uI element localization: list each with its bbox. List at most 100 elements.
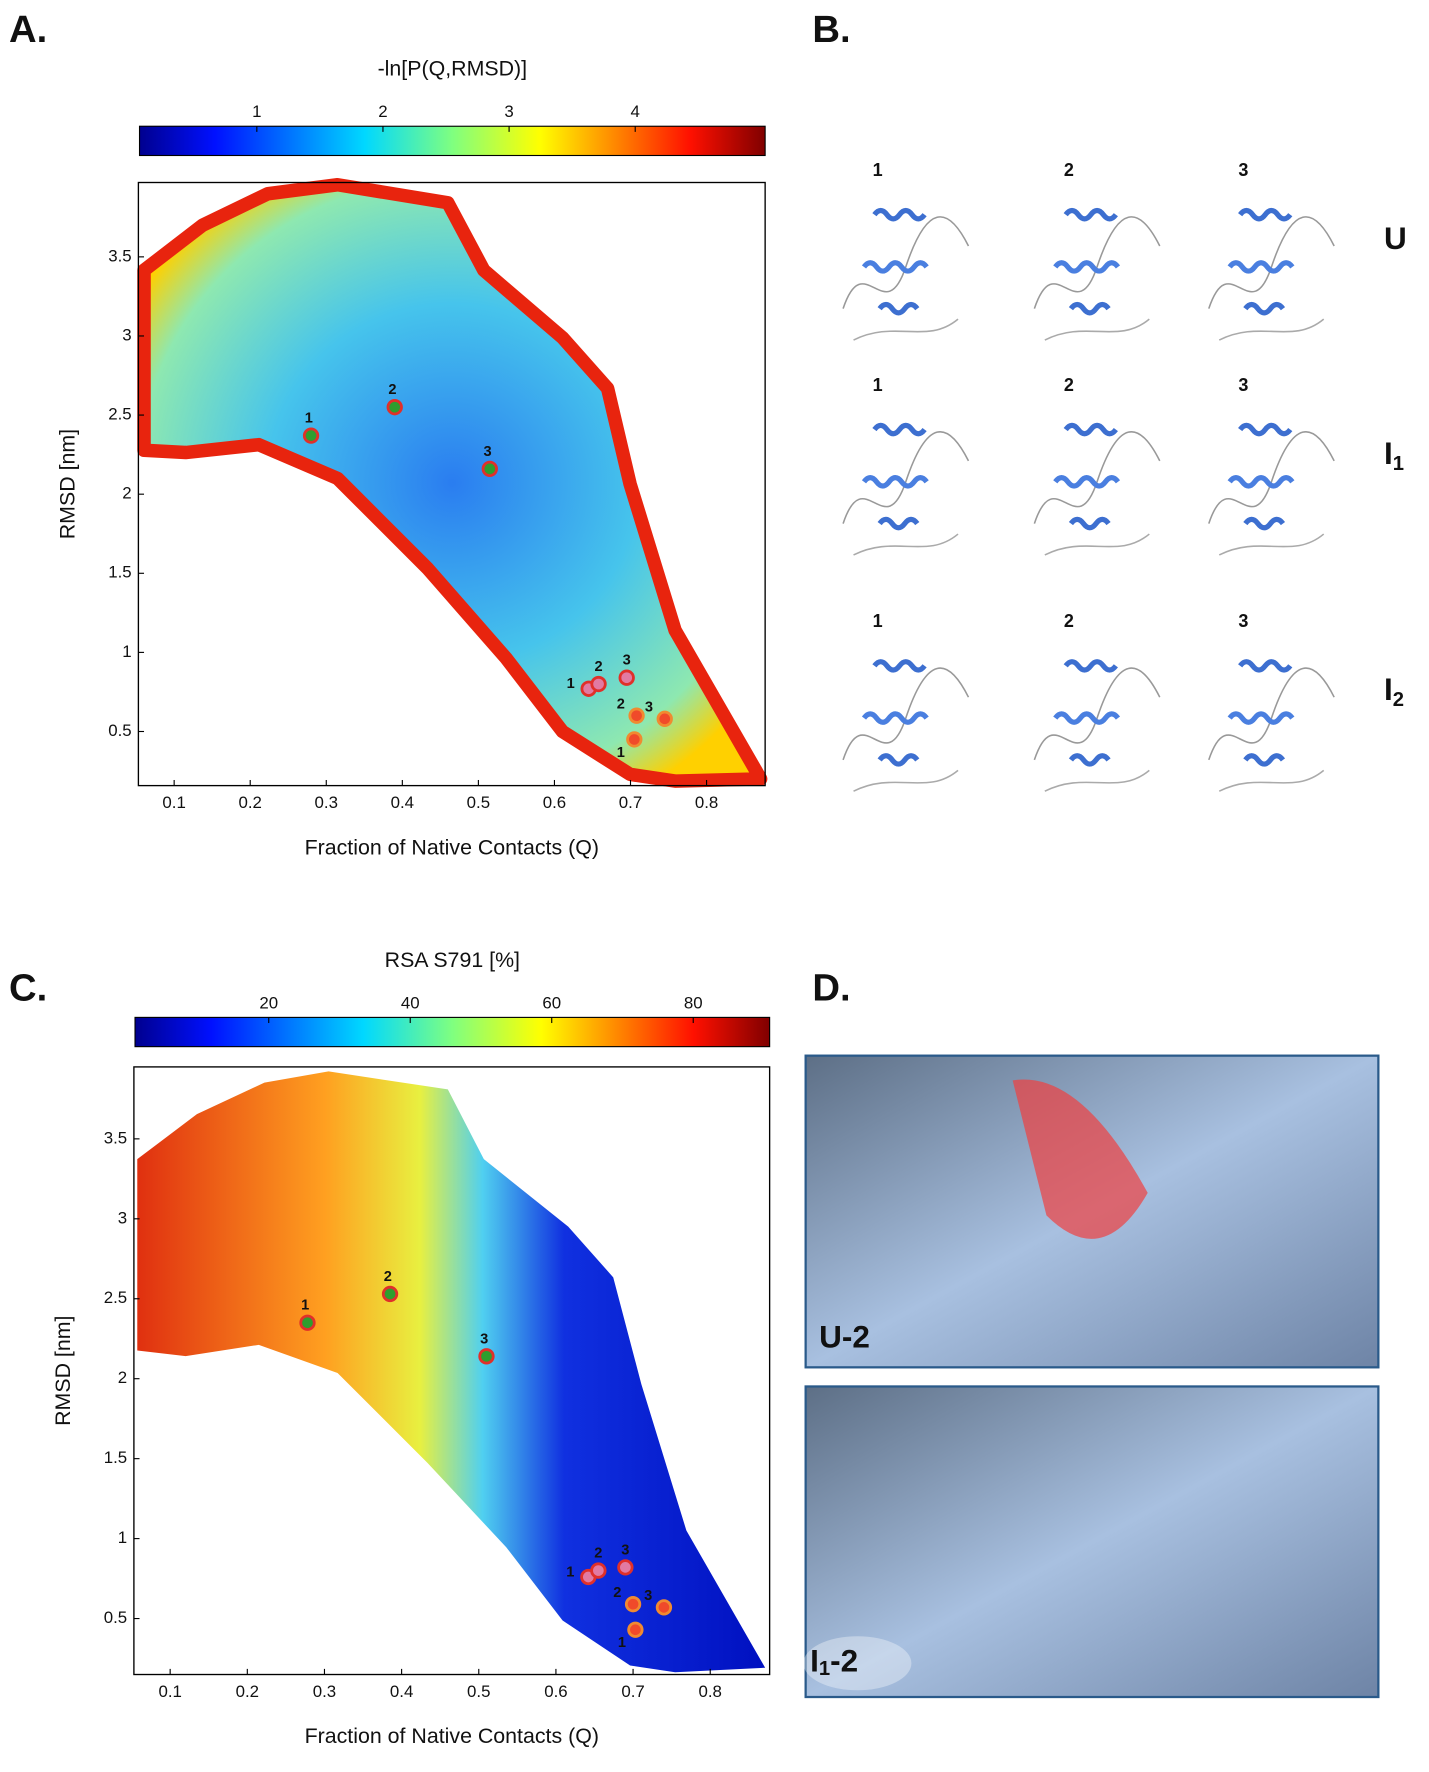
x-axis-label: Fraction of Native Contacts (Q) (305, 835, 599, 859)
y-tick-label: 0.5 (108, 721, 131, 740)
x-tick-label: 0.3 (315, 793, 338, 812)
state-label: 3 (621, 1542, 629, 1558)
structure-number: 3 (1238, 160, 1248, 180)
structure-image (1034, 210, 1159, 340)
label-backdrop (803, 1636, 912, 1691)
y-tick-label: 3.5 (104, 1128, 127, 1147)
structure-number: 2 (1064, 160, 1074, 180)
colorbar-tick-label: 80 (684, 993, 703, 1012)
state-label: 1 (618, 1635, 626, 1651)
state-label: 1 (305, 411, 313, 427)
state-label: 2 (594, 1546, 602, 1562)
colorbar-label: -ln[P(Q,RMSD)] (378, 57, 528, 81)
x-tick-label: 0.3 (313, 1682, 336, 1701)
state-label: 2 (594, 659, 602, 675)
state-marker (628, 707, 645, 724)
colorbar (138, 125, 766, 157)
colorbar-tick-label: 2 (378, 102, 387, 121)
state-marker (481, 460, 498, 478)
x-tick-label: 0.8 (695, 793, 718, 812)
structure-image (1034, 425, 1159, 555)
label-sub: 1 (819, 1658, 830, 1680)
structure-number: 1 (873, 160, 883, 180)
x-tick-label: 0.5 (467, 793, 490, 812)
colorbar-tick-label: 20 (259, 993, 278, 1012)
row-label: I1 (1384, 435, 1404, 475)
state-marker (381, 1285, 399, 1303)
colorbar-tick-label: 60 (542, 993, 561, 1012)
x-tick-label: 0.2 (236, 1682, 259, 1701)
structure-number: 2 (1064, 611, 1074, 631)
label-main: U (1384, 220, 1407, 256)
state-label: 3 (480, 1331, 488, 1347)
state-label: 1 (566, 1564, 574, 1580)
state-marker (299, 1314, 316, 1331)
x-tick-label: 0.7 (621, 1682, 644, 1701)
structure-image (1209, 425, 1334, 555)
plot-frame (133, 1066, 771, 1676)
colorbar-tick-label: 3 (504, 102, 513, 121)
colorbar (134, 1016, 771, 1048)
x-tick-label: 0.6 (544, 1682, 567, 1701)
label-main: I (810, 1643, 819, 1679)
label-rest: -2 (830, 1643, 858, 1679)
state-marker (386, 399, 403, 416)
state-label: 2 (388, 382, 396, 398)
structure-image (843, 425, 968, 555)
state-marker (590, 1562, 607, 1579)
state-marker (626, 731, 643, 748)
x-tick-label: 0.1 (158, 1682, 181, 1701)
state-label: 1 (567, 676, 575, 692)
state-label: 1 (617, 745, 625, 761)
colorbar-label: RSA S791 [%] (385, 948, 520, 972)
structure-number: 3 (1238, 611, 1248, 631)
colorbar-tick-label: 4 (631, 102, 640, 121)
state-marker (624, 1596, 642, 1613)
label-sub: 2 (1393, 690, 1404, 712)
state-label: 2 (613, 1585, 621, 1601)
x-tick-label: 0.4 (391, 793, 414, 812)
structure-number: 2 (1064, 375, 1074, 395)
state-label: 3 (644, 1588, 652, 1604)
surface-label: I1-2 (810, 1643, 858, 1681)
x-axis-label: Fraction of Native Contacts (Q) (305, 1724, 599, 1748)
state-marker (478, 1348, 495, 1365)
x-tick-label: 0.4 (390, 1682, 413, 1701)
state-marker (302, 427, 320, 444)
state-marker (617, 1559, 634, 1576)
y-tick-label: 1.5 (104, 1448, 127, 1467)
y-tick-label: 2 (118, 1368, 127, 1387)
structure-number: 1 (873, 375, 883, 395)
structure-image (1209, 662, 1334, 792)
density-region (137, 178, 768, 788)
x-tick-label: 0.2 (238, 793, 261, 812)
state-marker (627, 1621, 644, 1638)
panel-label: B. (812, 8, 850, 51)
rsa-region (137, 1071, 766, 1673)
structure-image (1034, 662, 1159, 792)
x-tick-label: 0.8 (699, 1682, 722, 1701)
row-label: I2 (1384, 672, 1404, 712)
structure-image (843, 662, 968, 792)
state-label: 3 (623, 653, 631, 669)
plot-frame (137, 181, 766, 787)
panel-label: D. (812, 967, 850, 1010)
y-tick-label: 2.5 (108, 405, 131, 424)
state-label: 1 (301, 1298, 309, 1314)
y-tick-label: 3 (118, 1208, 127, 1227)
row-label: U (1384, 220, 1407, 256)
y-tick-label: 0.5 (104, 1608, 127, 1627)
surface-image (804, 1385, 1380, 1699)
state-marker (618, 669, 635, 686)
y-tick-label: 2 (122, 484, 131, 503)
y-tick-label: 2.5 (104, 1288, 127, 1307)
y-tick-label: 3 (122, 325, 131, 344)
structure-number: 3 (1238, 375, 1248, 395)
structure-image (843, 210, 968, 340)
x-tick-label: 0.5 (467, 1682, 490, 1701)
surface-label: U-2 (819, 1319, 870, 1355)
x-tick-label: 0.1 (162, 793, 185, 812)
x-tick-label: 0.6 (543, 793, 566, 812)
state-label: 2 (617, 696, 625, 712)
